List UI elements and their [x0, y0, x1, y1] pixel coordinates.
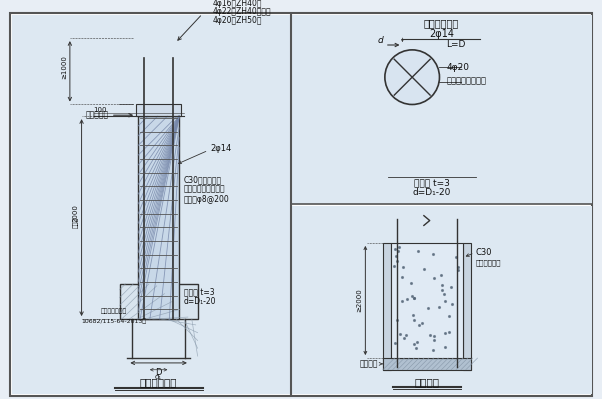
Bar	[291, 15, 592, 204]
Text: d=D₁-20: d=D₁-20	[184, 297, 217, 306]
Text: 4φ22（ZH40以下）: 4φ22（ZH40以下）	[213, 7, 271, 16]
Text: 2000: 2000	[73, 204, 79, 222]
Text: 最小引: 最小引	[73, 217, 79, 228]
Text: 微膨膨混凝土: 微膨膨混凝土	[476, 259, 501, 266]
Text: d=D₁-20: d=D₁-20	[412, 188, 451, 197]
Bar	[391, 243, 463, 358]
Text: 焼串封头: 焼串封头	[359, 359, 378, 368]
Text: ≥1000: ≥1000	[61, 55, 67, 79]
Text: 框顶交叉钉筋: 框顶交叉钉筋	[424, 18, 459, 29]
Text: 4φ20: 4φ20	[446, 63, 470, 72]
Text: 框头大样: 框头大样	[414, 377, 439, 387]
Bar	[383, 358, 471, 370]
Text: 图钙板 t=3: 图钙板 t=3	[184, 287, 214, 296]
Text: C30微膨胀浆料: C30微膨胀浆料	[184, 175, 222, 184]
Text: D: D	[155, 368, 162, 377]
Bar	[120, 284, 197, 319]
Text: L=D: L=D	[446, 40, 466, 49]
Text: 4φ20（ZH50）: 4φ20（ZH50）	[213, 16, 262, 25]
Text: 2φ14: 2φ14	[429, 29, 454, 39]
Text: d: d	[377, 36, 383, 45]
Text: 4φ16（ZH40）: 4φ16（ZH40）	[213, 0, 262, 8]
Bar	[136, 105, 181, 116]
Bar	[291, 206, 592, 394]
Text: 框台底标高: 框台底标高	[85, 111, 109, 120]
Text: d₁: d₁	[155, 373, 162, 379]
Text: C30: C30	[476, 248, 492, 257]
Bar	[138, 116, 179, 319]
Text: 10682/115-64-2013）: 10682/115-64-2013）	[81, 318, 146, 324]
Bar	[383, 243, 391, 370]
Text: 桩顶构造大样: 桩顶构造大样	[140, 377, 178, 387]
Text: 100: 100	[93, 107, 107, 113]
Bar	[12, 15, 291, 394]
Text: 配夸筑φ8@200: 配夸筑φ8@200	[184, 195, 230, 203]
Bar	[463, 243, 471, 370]
Text: 图钙板 t=3: 图钙板 t=3	[414, 178, 450, 187]
Text: 无收缩混凝土填充实: 无收缩混凝土填充实	[184, 185, 226, 194]
Circle shape	[385, 50, 439, 105]
Text: （与图钙板燊牊）: （与图钙板燊牊）	[446, 77, 486, 85]
Text: 根应构造处合并: 根应构造处合并	[101, 308, 127, 314]
Text: 2φ14: 2φ14	[210, 144, 232, 153]
Text: ≥2000: ≥2000	[356, 288, 362, 312]
